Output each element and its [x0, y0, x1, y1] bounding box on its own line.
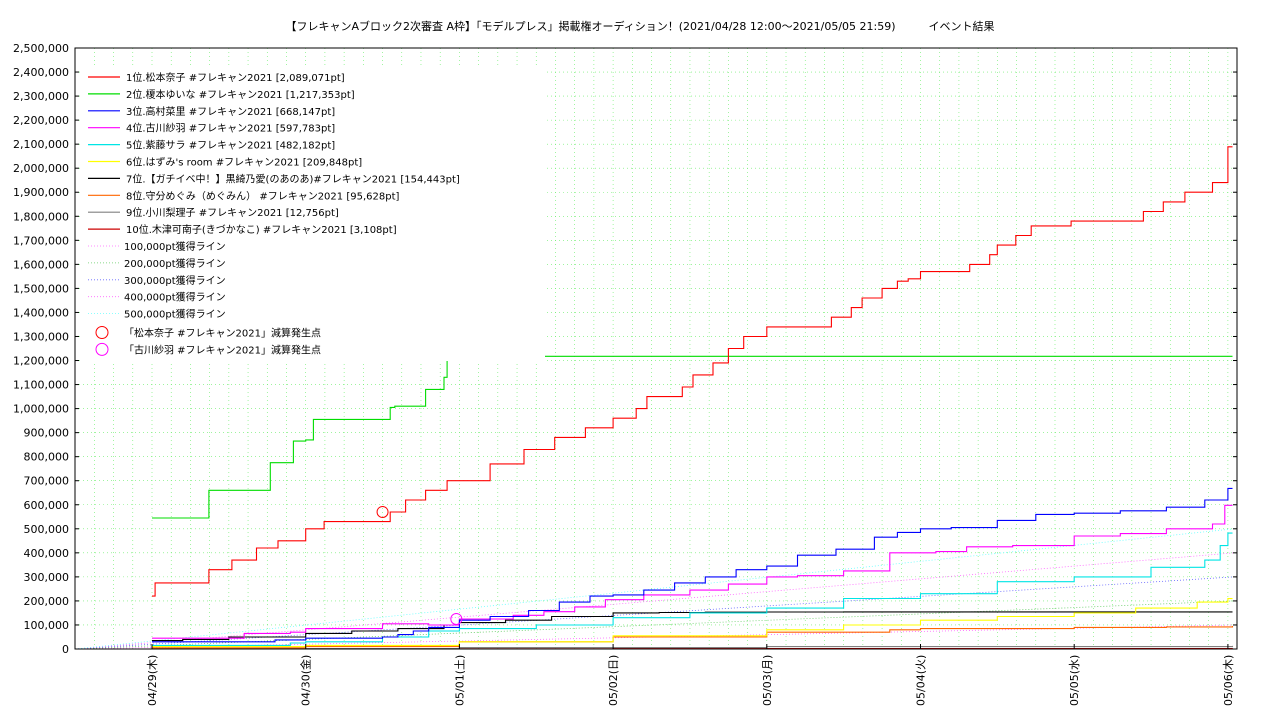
x-tick-label: 04/30(金): [299, 655, 313, 706]
x-tick-label: 05/06(木): [1222, 655, 1235, 706]
legend-label: 5位.紫藤サラ #フレキャン2021 [482,182pt]: [126, 139, 335, 152]
plot-frame: [74, 47, 1238, 650]
y-tick-label: 2,000,000: [13, 162, 69, 175]
legend-label: 1位.松本奈子 #フレキャン2021 [2,089,071pt]: [126, 71, 345, 84]
subtraction-marker: [450, 612, 463, 625]
legend-label: 100,000pt獲得ライン: [124, 240, 226, 253]
legend-label: 10位.木津可南子(きづかなこ) #フレキャン2021 [3,108pt]: [126, 223, 397, 236]
y-tick-label: 200,000: [24, 595, 70, 608]
series-line: [152, 598, 1233, 648]
y-tick-label: 2,100,000: [13, 138, 69, 151]
y-tick-label: 600,000: [24, 499, 70, 512]
reference-lines: [75, 528, 1235, 650]
x-tick-label: 05/05(水): [1068, 655, 1081, 706]
y-tick-label: 300,000: [24, 571, 70, 584]
x-tick-label: 05/04(火): [915, 655, 928, 706]
y-tick-label: 900,000: [24, 427, 70, 440]
x-tick-label: 05/02(日): [607, 655, 620, 706]
y-tick-label: 2,300,000: [13, 90, 69, 103]
legend-marker: [95, 342, 109, 356]
legend-label: 2位.榎本ゆいな #フレキャン2021 [1,217,353pt]: [126, 88, 355, 101]
y-tick-label: 2,500,000: [13, 42, 69, 55]
legend-label: 6位.はずみ's room #フレキャン2021 [209,848pt]: [126, 156, 362, 169]
legend-label: 300,000pt獲得ライン: [124, 274, 226, 287]
reference-line: [75, 600, 1235, 650]
legend-label: 400,000pt獲得ライン: [124, 291, 226, 304]
y-tick-label: 400,000: [24, 547, 70, 560]
y-tick-label: 1,200,000: [13, 355, 69, 368]
axis-labels: 0 100,000 200,000 300,000 400,000 500,000 600,…: [13, 42, 1237, 706]
series-line: [152, 355, 1233, 519]
y-tick-label: 0: [62, 643, 69, 656]
x-tick-label: 04/29(木): [146, 655, 159, 706]
y-tick-label: 1,100,000: [13, 379, 69, 392]
y-tick-label: 800,000: [24, 451, 70, 464]
series-line: [152, 626, 1234, 649]
x-tick-label: 05/01(土): [453, 655, 466, 706]
y-tick-label: 1,000,000: [13, 403, 69, 416]
y-tick-label: 100,000: [24, 619, 70, 632]
legend: 1位.松本奈子 #フレキャン2021 [2,089,071pt] 2位.榎本ゆいな…: [80, 66, 545, 361]
y-tick-label: 1,900,000: [13, 186, 69, 199]
y-tick-label: 1,300,000: [13, 330, 69, 343]
legend-label: 「松本奈子 #フレキャン2021」減算発生点: [124, 327, 321, 340]
series-line: [152, 504, 1233, 639]
reference-line: [75, 552, 1235, 650]
legend-label: 3位.高村菜里 #フレキャン2021 [668,147pt]: [126, 105, 335, 118]
y-tick-label: 1,400,000: [13, 306, 69, 319]
legend-label: 8位.守分めぐみ（めぐみん） #フレキャン2021 [95,628pt]: [126, 189, 399, 202]
markers: [376, 505, 463, 625]
y-tick-label: 2,400,000: [13, 66, 69, 79]
y-tick-label: 500,000: [24, 523, 70, 536]
legend-label: 500,000pt獲得ライン: [124, 308, 226, 321]
legend-label: 7位.【ガチイベ中！】黒綺乃愛(のあのあ)#フレキャン2021 [154,443…: [126, 172, 460, 185]
y-tick-label: 1,700,000: [13, 234, 69, 247]
chart-title: 【フレキャンAブロック2次審査 A枠】「モデルプレス」掲載権オーディション！(2…: [285, 20, 995, 33]
series-line: [152, 532, 1233, 646]
x-tick-label: 05/03(月): [761, 655, 774, 706]
legend-label: 200,000pt獲得ライン: [124, 257, 226, 270]
y-tick-label: 1,600,000: [13, 258, 69, 271]
subtraction-marker: [376, 505, 389, 518]
legend-box: [80, 66, 545, 361]
y-tick-label: 700,000: [24, 475, 70, 488]
series-line: [152, 146, 1233, 597]
legend-label: 9位.小川梨理子 #フレキャン2021 [12,756pt]: [126, 206, 339, 219]
y-tick-label: 2,200,000: [13, 114, 69, 127]
legend-label: 4位.古川紗羽 #フレキャン2021 [597,783pt]: [126, 122, 335, 135]
reference-line: [75, 528, 1235, 650]
legend-label: 「古川紗羽 #フレキャン2021」減算発生点: [124, 343, 321, 356]
legend-marker: [95, 326, 109, 339]
y-tick-label: 1,800,000: [13, 210, 69, 223]
y-tick-label: 1,500,000: [13, 282, 69, 295]
series-line: [152, 487, 1233, 643]
